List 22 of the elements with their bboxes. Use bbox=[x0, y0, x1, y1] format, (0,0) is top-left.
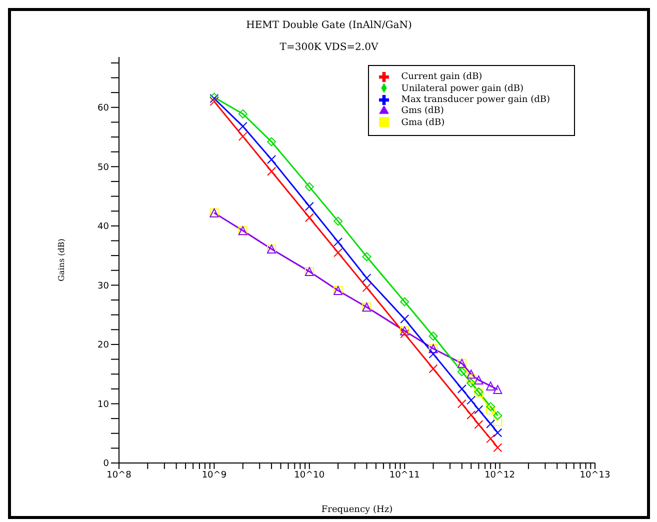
x-tick-label: 10^9 bbox=[202, 470, 227, 480]
y-tick-label: 10 bbox=[98, 400, 110, 410]
y-tick-label: 30 bbox=[98, 281, 110, 292]
legend-label: Gma (dB) bbox=[401, 118, 445, 128]
legend-label: Unilateral power gain (dB) bbox=[401, 84, 524, 94]
legend-label: Max transducer power gain (dB) bbox=[401, 95, 550, 106]
y-tick-label: 0 bbox=[103, 459, 110, 470]
x-axis-title: Frequency (Hz) bbox=[321, 505, 393, 515]
x-tick-label: 10^11 bbox=[389, 470, 420, 480]
x-tick-label: 10^13 bbox=[580, 470, 610, 480]
y-tick-label: 20 bbox=[98, 340, 110, 351]
x-tick-label: 10^10 bbox=[294, 470, 325, 480]
chart-subtitle: T=300K VDS=2.0V bbox=[278, 42, 380, 53]
y-tick-label: 60 bbox=[98, 104, 110, 114]
y-tick-label: 50 bbox=[98, 162, 110, 173]
legend-label: Gms (dB) bbox=[401, 106, 444, 116]
x-tick-label: 10^8 bbox=[106, 470, 132, 480]
x-tick-label: 10^12 bbox=[484, 470, 516, 480]
legend-label: Current gain (dB) bbox=[401, 72, 482, 82]
y-axis-title: Gains (dB) bbox=[56, 238, 66, 282]
chart-title: HEMT Double Gate (InAlN/GaN) bbox=[245, 20, 413, 31]
y-tick-label: 40 bbox=[98, 222, 110, 232]
